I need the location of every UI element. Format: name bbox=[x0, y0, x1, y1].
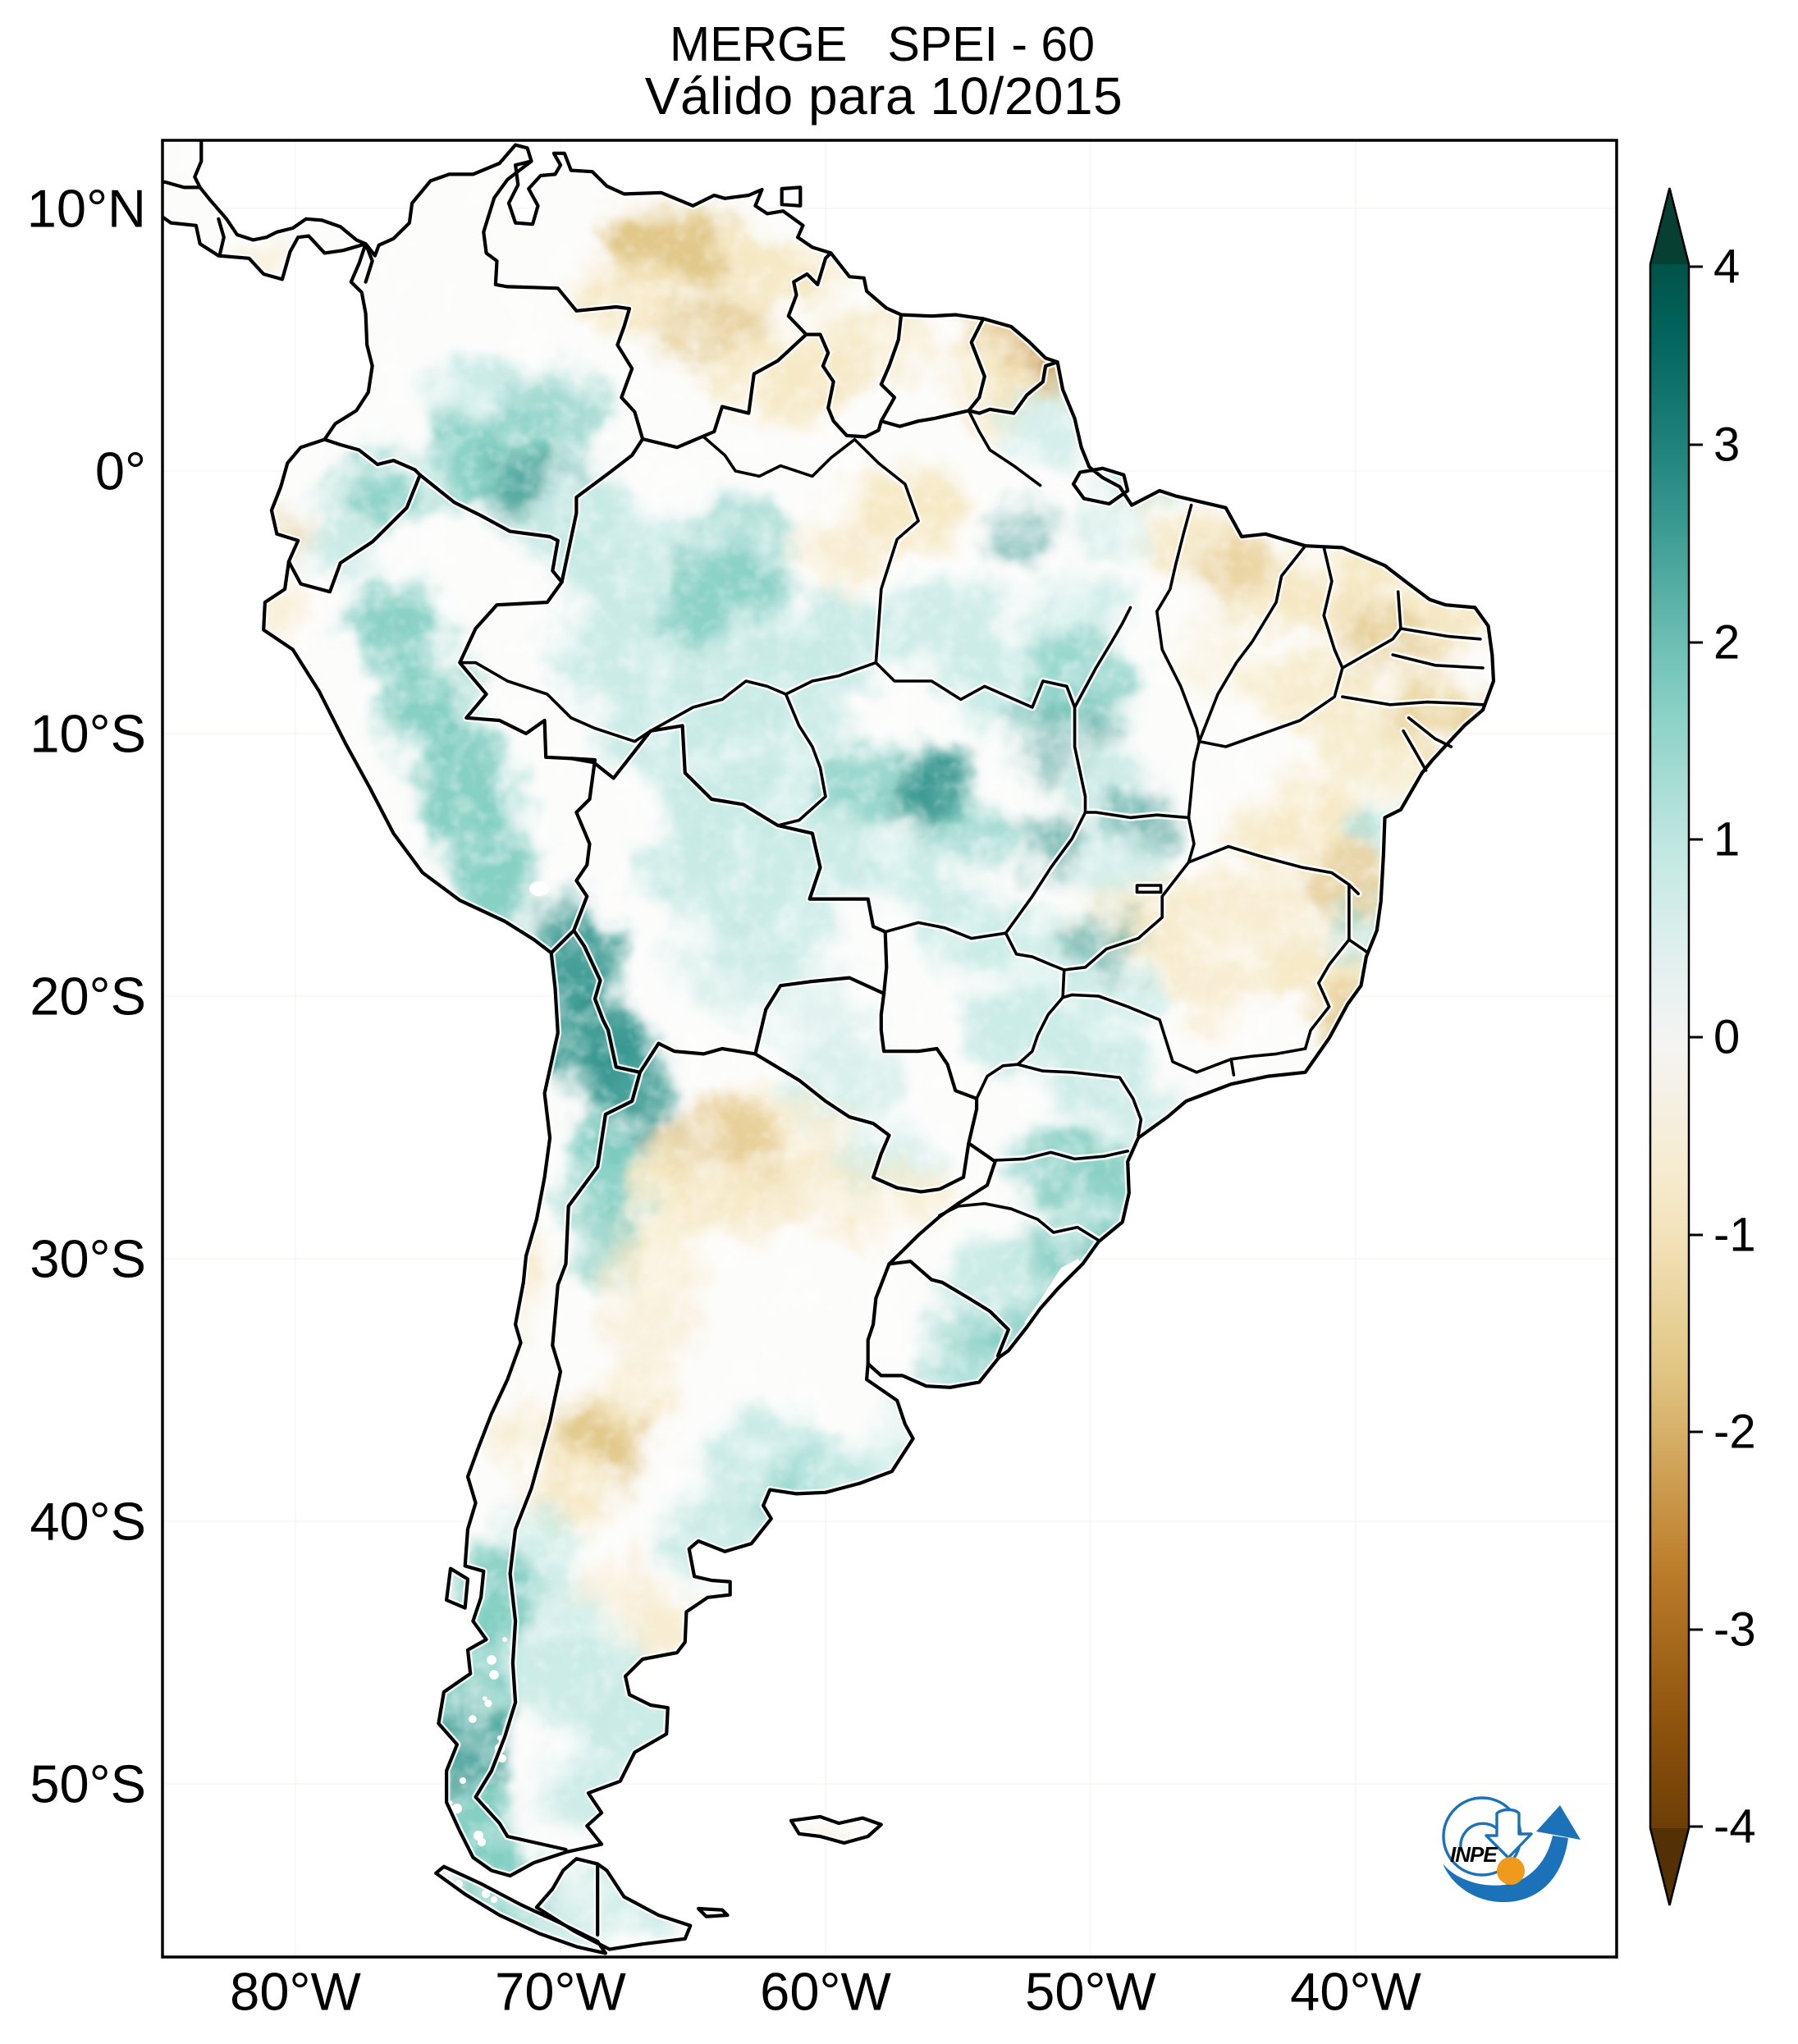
svg-text:70°W: 70°W bbox=[495, 1962, 626, 2022]
svg-text:40°W: 40°W bbox=[1290, 1962, 1421, 2022]
svg-text:60°W: 60°W bbox=[760, 1962, 891, 2022]
svg-text:10°N: 10°N bbox=[27, 179, 146, 239]
svg-text:0°: 0° bbox=[95, 441, 146, 501]
svg-text:Válido para 10/2015: Válido para 10/2015 bbox=[645, 66, 1123, 126]
svg-text:MERGE SPEI - 60: MERGE SPEI - 60 bbox=[670, 17, 1095, 71]
svg-text:-4: -4 bbox=[1713, 1800, 1756, 1854]
svg-text:1: 1 bbox=[1713, 813, 1740, 867]
svg-text:80°W: 80°W bbox=[230, 1962, 361, 2022]
svg-text:-1: -1 bbox=[1713, 1209, 1756, 1262]
svg-text:10°S: 10°S bbox=[30, 704, 146, 764]
svg-text:30°S: 30°S bbox=[30, 1229, 146, 1289]
svg-text:-3: -3 bbox=[1713, 1603, 1756, 1657]
svg-text:20°S: 20°S bbox=[30, 967, 146, 1027]
svg-text:40°S: 40°S bbox=[30, 1492, 146, 1552]
svg-text:2: 2 bbox=[1713, 616, 1740, 670]
svg-text:4: 4 bbox=[1713, 240, 1740, 294]
svg-text:50°W: 50°W bbox=[1025, 1962, 1156, 2022]
svg-text:50°S: 50°S bbox=[30, 1754, 146, 1814]
svg-text:-2: -2 bbox=[1713, 1406, 1756, 1459]
svg-text:0: 0 bbox=[1713, 1011, 1740, 1064]
svg-text:3: 3 bbox=[1713, 418, 1740, 472]
svg-text:INPE: INPE bbox=[1450, 1842, 1498, 1867]
